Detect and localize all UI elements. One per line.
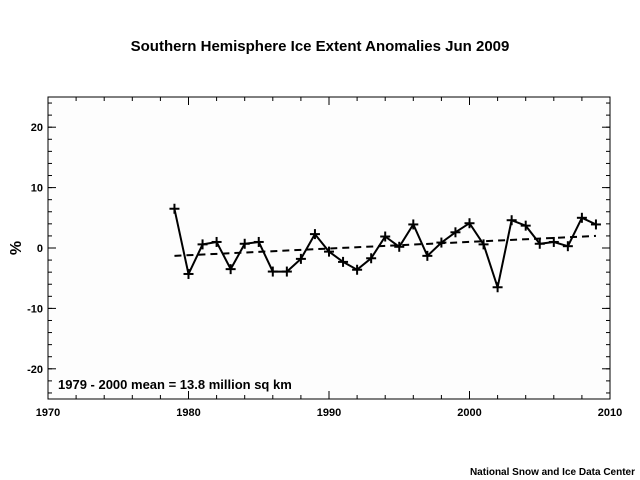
data-point-marker [590,219,601,230]
data-point-marker [422,250,433,261]
y-axis-label: % [8,241,25,255]
data-point-marker [295,253,306,264]
data-point-marker [169,203,180,214]
y-tick-label: -20 [27,364,43,376]
data-point-marker [408,219,419,230]
x-tick-label: 1990 [317,407,341,419]
x-tick-label: 1970 [36,407,60,419]
data-point-marker [183,268,194,279]
x-tick-label: 2010 [598,407,622,419]
data-point-marker [492,282,503,293]
trend-line [174,234,596,257]
data-point-marker [478,239,489,250]
y-tick-label: -10 [27,303,43,315]
series-layer [169,203,601,293]
data-point-marker [338,256,349,267]
chart-title: Southern Hemisphere Ice Extent Anomalies… [131,38,510,55]
data-point-marker [211,236,222,247]
data-point-marker [534,238,545,249]
credit-text: National Snow and Ice Data Center [470,467,635,478]
y-tick-label: 10 [31,183,43,195]
data-point-marker [225,264,236,275]
y-tick-label: 20 [31,122,43,134]
y-tick-label: 0 [37,243,43,255]
data-point-marker [548,236,559,247]
data-point-marker [197,239,208,250]
data-point-marker [239,238,250,249]
mean-annotation: 1979 - 2000 mean = 13.8 million sq km [58,377,292,392]
data-point-marker [309,229,320,240]
data-point-marker [394,241,405,252]
x-tick-label: 2000 [457,407,481,419]
data-point-marker [506,215,517,226]
data-point-marker [576,212,587,223]
data-point-marker [253,236,264,247]
data-point-marker [366,253,377,264]
data-point-marker [562,241,573,252]
data-point-marker [450,227,461,238]
data-point-marker [352,264,363,275]
data-point-marker [324,246,334,257]
data-point-marker [380,231,391,242]
data-point-marker [464,218,475,229]
data-point-marker [281,266,292,277]
x-tick-label: 1980 [176,407,200,419]
data-point-marker [267,266,278,277]
data-point-marker [520,220,531,231]
